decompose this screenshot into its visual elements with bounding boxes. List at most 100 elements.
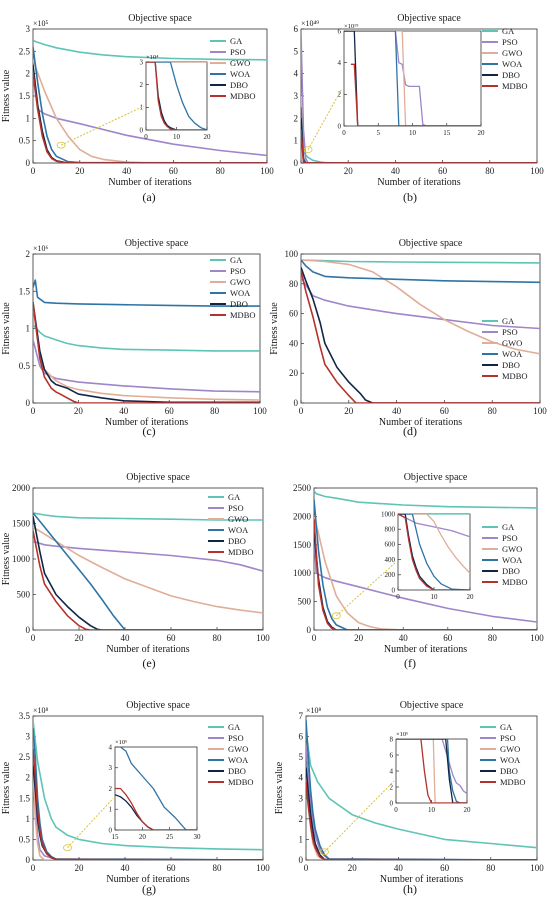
- y-tick-label: 2: [26, 249, 31, 259]
- x-tick-label: 40: [399, 633, 409, 643]
- inset-y-tick-label: 0: [390, 799, 394, 807]
- x-tick-label: 0: [299, 166, 304, 176]
- panel-caption: (e): [142, 656, 155, 670]
- inset-x-tick-label: 20: [204, 133, 212, 141]
- x-axis-label: Number of iterations: [379, 417, 462, 428]
- inset-y-tick-label: 0: [140, 126, 144, 134]
- y-tick-label: 2000: [12, 483, 31, 493]
- inset-series-line-gwo: [344, 31, 481, 126]
- x-tick-label: 0: [31, 633, 36, 643]
- inset-series-line-pso: [396, 739, 467, 794]
- x-tick-label: 100: [256, 633, 270, 643]
- chart-title: Objective space: [125, 238, 189, 249]
- inset-axes: 010200123×10⁴: [140, 54, 212, 141]
- legend-label: GA: [228, 722, 241, 732]
- y-tick-label: 0: [26, 625, 31, 635]
- inset-y-tick-label: 1000: [381, 510, 396, 518]
- y-tick-label: 0.5: [19, 361, 31, 371]
- y-tick-label: 40: [289, 338, 299, 348]
- zoom-region-marker: [303, 146, 313, 154]
- inset-y-tick-label: 200: [385, 571, 396, 579]
- y-tick-label: 5: [294, 46, 299, 56]
- y-tick-label: 2000: [293, 511, 312, 521]
- inset-axis-exponent: ×10⁶: [115, 739, 127, 746]
- y-tick-label: 6: [294, 24, 299, 34]
- inset-axes-frame: [145, 61, 208, 131]
- legend-label: MDBO: [500, 777, 526, 787]
- legend-label: WOA: [228, 755, 249, 765]
- panel-caption: (h): [403, 882, 417, 896]
- inset-series-line-mdbo: [350, 63, 481, 126]
- series-line-ga: [33, 39, 267, 61]
- panel-caption: (d): [403, 424, 417, 438]
- x-tick-label: 80: [213, 863, 223, 873]
- x-tick-label: 60: [169, 166, 179, 176]
- y-tick-label: 1.5: [19, 286, 31, 296]
- legend-label: DBO: [230, 299, 248, 309]
- inset-x-tick-label: 0: [394, 806, 398, 814]
- y-tick-label: 5: [299, 752, 304, 762]
- inset-axes: 15 20 25 30 0 1 2 3 4×10⁶: [109, 739, 202, 841]
- series-line-woa: [33, 279, 260, 307]
- inset-axes-frame: [397, 513, 471, 591]
- legend-label: WOA: [502, 59, 523, 69]
- inset-y-tick-label: 1: [109, 806, 113, 814]
- x-tick-label: 40: [392, 406, 402, 416]
- legend-label: GWO: [502, 338, 522, 348]
- series-line-mdbo: [33, 302, 260, 403]
- zoom-callout-arrow: [335, 561, 397, 617]
- panel-caption: (a): [142, 190, 155, 204]
- inset-series-line-gwo: [398, 514, 470, 574]
- zoom-callout-arrow: [67, 798, 114, 848]
- inset-axes-frame: [114, 746, 198, 831]
- y-tick-label: 4: [299, 773, 304, 783]
- x-tick-label: 20: [75, 166, 85, 176]
- series-line-ga: [314, 490, 537, 509]
- inset-series-line-mdbo: [398, 514, 470, 590]
- inset-series-group: [115, 747, 197, 830]
- y-tick-label: 0.5: [19, 834, 31, 844]
- panel-d: 0 20 40 60 80 100 0 20 40 60 80 100 Objective space N…: [269, 238, 547, 438]
- series-line-mdbo: [306, 781, 537, 860]
- x-tick-label: 40: [121, 633, 131, 643]
- x-tick-label: 40: [394, 863, 404, 873]
- inset-x-tick-label: 10: [428, 806, 436, 814]
- x-tick-label: 40: [122, 166, 132, 176]
- inset-y-tick-label: 4: [338, 59, 342, 67]
- x-tick-label: 40: [121, 863, 131, 873]
- series-line-pso: [33, 540, 263, 572]
- y-tick-label: 0: [294, 398, 299, 408]
- series-line-mdbo: [301, 129, 537, 163]
- inset-y-tick-label: 2: [338, 91, 342, 99]
- series-line-woa: [306, 720, 537, 860]
- inset-x-tick-label: 25: [166, 833, 174, 841]
- panel-c: 0 20 40 60 80 100 0 0.5 1 1.5 2×10⁶ Objective space…: [1, 238, 267, 438]
- y-tick-label: 500: [298, 597, 312, 607]
- x-tick-label: 20: [344, 406, 354, 416]
- inset-series-group: [396, 739, 467, 803]
- inset-series-line-woa: [396, 739, 467, 803]
- y-axis-label: Fitness value: [269, 302, 280, 355]
- axis-exponent: ×10⁵: [33, 19, 49, 28]
- inset-y-tick-label: 6: [338, 27, 342, 35]
- y-tick-label: 100: [285, 249, 299, 259]
- series-line-pso: [301, 277, 540, 330]
- legend-label: PSO: [502, 327, 518, 337]
- inset-axes: 0 10 20 0 2 4 6 8×10⁶: [390, 731, 472, 814]
- inset-x-tick-label: 10: [409, 129, 417, 137]
- series-line-mdbo: [314, 519, 537, 630]
- series-line-ga: [306, 730, 537, 849]
- legend-label: GA: [228, 492, 241, 502]
- zoom-callout-arrow: [324, 780, 395, 853]
- series-line-mdbo: [301, 270, 540, 403]
- y-tick-label: 6: [299, 732, 304, 742]
- inset-y-tick-label: 4: [390, 767, 394, 775]
- inset-series-line-woa: [344, 31, 481, 126]
- chart-title: Objective space: [128, 13, 192, 24]
- y-axis-label: Fitness value: [1, 302, 12, 355]
- y-tick-label: 2: [26, 773, 31, 783]
- inset-axis-exponent: ×10⁶: [396, 731, 408, 738]
- inset-y-tick-label: 2: [390, 783, 394, 791]
